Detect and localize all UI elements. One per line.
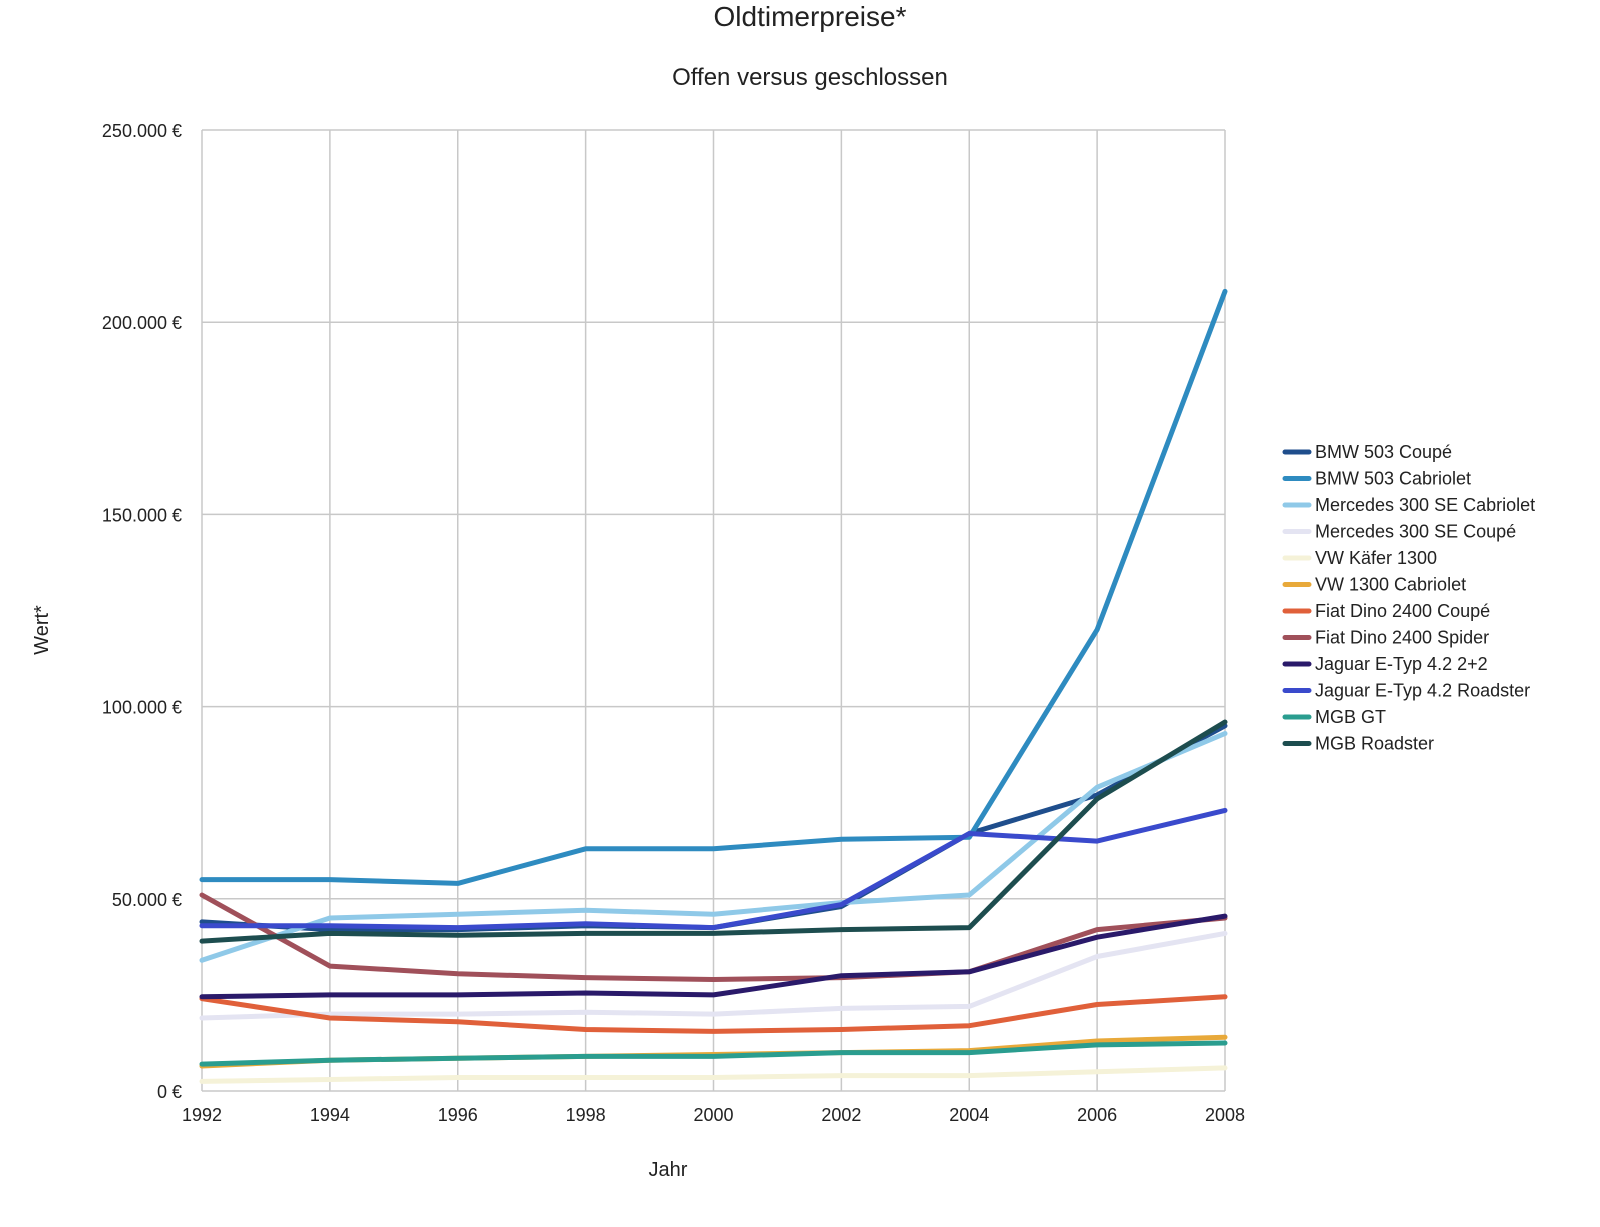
series-line [199, 994, 1228, 1034]
x-axis-label: Jahr [649, 1159, 688, 1181]
x-tick-label: 2006 [1077, 1105, 1117, 1125]
x-tick-label: 1998 [566, 1105, 606, 1125]
grid [201, 129, 1226, 1092]
y-axis-ticks: 0 € 50.000 € 100.000 € 150.000 € 200.000 € 25… [102, 121, 182, 1102]
x-tick-label: 2002 [821, 1105, 861, 1125]
series-line [199, 913, 1228, 1000]
series-line [199, 288, 1228, 886]
series-lines [199, 288, 1228, 1084]
x-tick-label: 2000 [693, 1105, 733, 1125]
series-line [199, 1040, 1228, 1067]
legend-label: Jaguar E-Typ 4.2 2+2 [1315, 654, 1488, 674]
y-tick-label: 50.000 € [112, 890, 182, 910]
legend-label: Fiat Dino 2400 Coupé [1315, 601, 1490, 621]
legend-label: MGB Roadster [1315, 734, 1434, 754]
chart-title: Oldtimerpreise* [714, 1, 907, 32]
legend: BMW 503 Coupé BMW 503 Cabriolet Mercedes 3… [1282, 442, 1535, 754]
x-tick-label: 2008 [1205, 1105, 1245, 1125]
series-line [199, 719, 1228, 944]
legend-label: MGB GT [1315, 707, 1386, 727]
y-tick-label: 150.000 € [102, 505, 182, 525]
x-axis-ticks: 1992 1994 1996 1998 2000 2002 2004 2006 2008 [182, 1105, 1245, 1125]
x-tick-label: 1992 [182, 1105, 222, 1125]
y-tick-label: 250.000 € [102, 121, 182, 141]
y-tick-label: 200.000 € [102, 313, 182, 333]
y-tick-label: 100.000 € [102, 698, 182, 718]
x-tick-label: 2004 [949, 1105, 989, 1125]
x-tick-label: 1996 [438, 1105, 478, 1125]
x-tick-label: 1994 [310, 1105, 350, 1125]
legend-label: VW 1300 Cabriolet [1315, 575, 1466, 595]
legend-label: Jaguar E-Typ 4.2 Roadster [1315, 681, 1530, 701]
series-line [199, 1065, 1228, 1084]
chart-subtitle: Offen versus geschlossen [672, 64, 948, 91]
y-axis-label: Wert* [31, 605, 53, 655]
legend-label: Fiat Dino 2400 Spider [1315, 628, 1489, 648]
legend-label: Mercedes 300 SE Coupé [1315, 522, 1516, 542]
legend-label: Mercedes 300 SE Cabriolet [1315, 495, 1535, 515]
series-line [199, 930, 1228, 1021]
series-line [199, 892, 1228, 982]
series-line [199, 731, 1228, 963]
legend-label: BMW 503 Coupé [1315, 442, 1452, 462]
y-tick-label: 0 € [157, 1082, 182, 1102]
legend-label: VW Käfer 1300 [1315, 548, 1437, 568]
legend-label: BMW 503 Cabriolet [1315, 469, 1471, 489]
